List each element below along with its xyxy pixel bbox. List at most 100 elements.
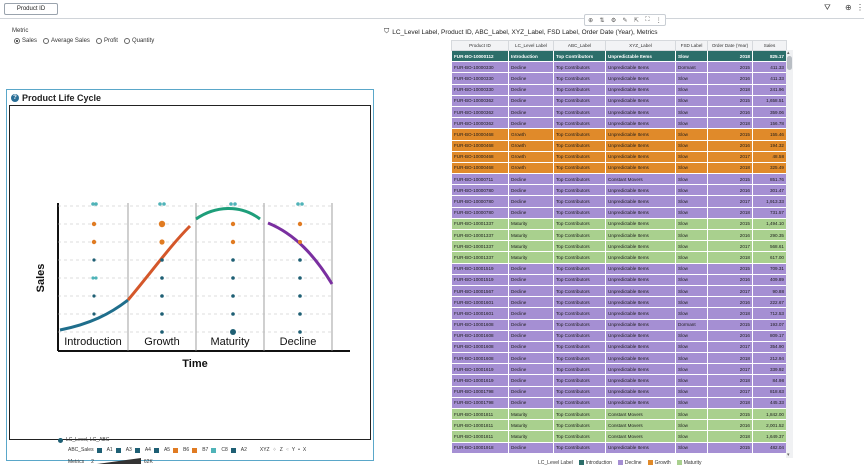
table-row[interactable]: FUR-BO-10001811 Maturity Top Contributors C… bbox=[451, 419, 787, 432]
globe-icon[interactable]: ⊕ bbox=[845, 3, 852, 12]
more-icon[interactable]: ⋮ bbox=[856, 3, 864, 12]
table-row[interactable]: FUR-BO-10001337 Maturity Top Contributors U… bbox=[451, 228, 787, 242]
column-header[interactable]: FSD Label bbox=[675, 40, 708, 51]
table-row[interactable]: FUR-BO-10000468 Growth Top Contributors Unp… bbox=[451, 161, 787, 175]
globe-icon[interactable]: ⊕ bbox=[588, 17, 594, 24]
table-cell: Unpredictable Items bbox=[605, 128, 676, 141]
legend-swatch-icon bbox=[153, 447, 159, 453]
table-cell: 2015 bbox=[707, 318, 753, 331]
column-header[interactable]: ABC_Label bbox=[553, 40, 606, 51]
table-row[interactable]: FUR-BO-10001608 Decline Top Contributors Un… bbox=[451, 340, 787, 354]
table-cell: FUR-BO-10001608 bbox=[451, 329, 509, 342]
table-row[interactable]: FUR-BO-10001567 Decline Top Contributors Un… bbox=[451, 284, 787, 298]
table-row[interactable]: FUR-BO-10001798 Decline Top Contributors Un… bbox=[451, 385, 787, 398]
table-cell: FUR-BO-10001918 bbox=[451, 441, 509, 454]
more-icon[interactable]: ⋮ bbox=[655, 17, 662, 24]
table-cell: 1,494.10 bbox=[752, 217, 787, 231]
table-row[interactable]: FUR-BO-10000468 Growth Top Contributors Unp… bbox=[451, 150, 787, 163]
column-header[interactable]: Product ID bbox=[451, 40, 509, 51]
table-cell: Top Contributors bbox=[553, 72, 606, 85]
table-cell: 2018 bbox=[707, 83, 753, 96]
table-cell: 2018 bbox=[707, 430, 753, 443]
sort-icon[interactable]: ⇅ bbox=[599, 17, 605, 24]
legend-swatch-icon bbox=[578, 460, 584, 466]
table-scrollbar[interactable]: ▴ ▾ bbox=[786, 50, 793, 458]
table-cell: Slow bbox=[675, 150, 708, 163]
table-row[interactable]: FUR-BO-10001608 Decline Top Contributors Un… bbox=[451, 352, 787, 365]
table-row[interactable]: FUR-BO-10001337 Maturity Top Contributors U… bbox=[451, 217, 787, 231]
table-cell: Slow bbox=[675, 296, 708, 309]
column-header[interactable]: Order Date (Year) bbox=[707, 40, 753, 51]
table-row[interactable]: FUR-BO-10000362 Decline Top Contributors Un… bbox=[451, 117, 787, 130]
scroll-thumb[interactable] bbox=[787, 56, 792, 70]
column-header[interactable]: LC_Level Label bbox=[508, 40, 554, 51]
scroll-down-icon[interactable]: ▾ bbox=[787, 452, 790, 458]
table-row[interactable]: FUR-BO-10001608 Decline Top Contributors Un… bbox=[451, 318, 787, 331]
edit-icon[interactable]: ✎ bbox=[622, 17, 628, 24]
table-cell: Slow bbox=[675, 352, 708, 365]
table-cell: 825.17 bbox=[752, 49, 787, 63]
info-icon[interactable]: ? bbox=[11, 94, 19, 102]
table-row[interactable]: FUR-BO-10000362 Decline Top Contributors Un… bbox=[451, 94, 787, 107]
settings-icon[interactable]: ⚙ bbox=[610, 17, 617, 24]
table-row[interactable]: FUR-BO-10001811 Maturity Top Contributors C… bbox=[451, 430, 787, 443]
table-cell: FUR-BO-10001337 bbox=[451, 240, 509, 253]
table-cell: Unpredictable Items bbox=[605, 217, 676, 231]
expand-icon[interactable]: ⛶ bbox=[645, 16, 650, 23]
table-row[interactable]: FUR-BO-10000780 Decline Top Contributors Un… bbox=[451, 184, 787, 197]
metric-option-quantity[interactable]: Quantity bbox=[123, 38, 154, 44]
table-cell: Unpredictable Items bbox=[605, 184, 676, 197]
radio-icon[interactable] bbox=[43, 38, 50, 44]
table-row[interactable]: FUR-BO-10000711 Decline Top Contributors Co… bbox=[451, 173, 787, 186]
table-cell: Unpredictable Items bbox=[605, 228, 676, 242]
data-table: Product ID LC_Level Label ABC_Label XYZ_… bbox=[451, 40, 787, 454]
table-row[interactable]: FUR-BO-10001811 Maturity Top Contributors C… bbox=[451, 407, 787, 421]
radio-selected-icon[interactable] bbox=[14, 38, 20, 44]
table-row[interactable]: FUR-BO-10001519 Decline Top Contributors Un… bbox=[451, 262, 787, 275]
radio-icon[interactable] bbox=[123, 38, 130, 44]
table-row[interactable]: FUR-BO-10001619 Decline Top Contributors Un… bbox=[451, 374, 787, 387]
metric-option-profit[interactable]: Profit bbox=[95, 38, 118, 44]
table-cell: FUR-BO-10001519 bbox=[451, 273, 509, 286]
metric-option-sales[interactable]: Sales bbox=[14, 38, 37, 44]
table-cell: Top Contributors bbox=[553, 385, 606, 398]
table-row[interactable]: FUR-BO-10001918 Decline Top Contributors Un… bbox=[451, 441, 787, 454]
table-row[interactable]: FUR-BO-10000330 Decline Top Contributors Un… bbox=[451, 83, 787, 96]
table-row[interactable]: FUR-BO-10001798 Decline Top Contributors Un… bbox=[451, 396, 787, 410]
filter-clear-icon[interactable]: ⛛ bbox=[824, 3, 831, 12]
table-row[interactable]: FUR-BO-10000362 Decline Top Contributors Un… bbox=[451, 105, 787, 119]
table-cell: FUR-BO-10000362 bbox=[451, 94, 509, 107]
metric-option-average-sales[interactable]: Average Sales bbox=[43, 38, 90, 44]
table-cell: Unpredictable Items bbox=[605, 340, 676, 354]
table-cell: Slow bbox=[675, 195, 708, 208]
table-row[interactable]: FUR-BO-10001519 Decline Top Contributors Un… bbox=[451, 273, 787, 286]
product-id-filter-button[interactable]: Product ID bbox=[4, 3, 58, 15]
table-row[interactable]: FUR-BO-10001337 Maturity Top Contributors U… bbox=[451, 251, 787, 264]
table-row[interactable]: FUR-BO-10000468 Growth Top Contributors Unp… bbox=[451, 128, 787, 141]
table-row[interactable]: FUR-BO-10001337 Maturity Top Contributors U… bbox=[451, 240, 787, 253]
table-row[interactable]: FUR-BO-10001601 Decline Top Contributors Un… bbox=[451, 307, 787, 320]
table-row[interactable]: FUR-BO-10000330 Decline Top Contributors Un… bbox=[451, 72, 787, 85]
table-cell: Decline bbox=[508, 396, 554, 410]
table-row[interactable]: FUR-BO-10000330 Decline Top Contributors Un… bbox=[451, 61, 787, 74]
table-cell: Top Contributors bbox=[553, 419, 606, 432]
radio-icon[interactable] bbox=[95, 38, 102, 44]
table-cell: Unpredictable Items bbox=[605, 385, 676, 398]
legend-abc-row: ABC_Sales A1 A3 A4 A5 B6 B7 C8 A2 XYZ ⁘ Z… bbox=[68, 447, 307, 453]
filter-icon[interactable]: ⛉ bbox=[384, 28, 390, 35]
table-row[interactable]: FUR-BO-10000112 Introduction Top Contribut… bbox=[451, 49, 787, 63]
table-cell: Top Contributors bbox=[553, 49, 606, 63]
table-row[interactable]: FUR-BO-10001619 Decline Top Contributors Un… bbox=[451, 363, 787, 376]
table-row[interactable]: FUR-BO-10001608 Decline Top Contributors Un… bbox=[451, 329, 787, 342]
column-header[interactable]: XYZ_Label bbox=[605, 40, 676, 51]
scroll-up-icon[interactable]: ▴ bbox=[787, 50, 790, 56]
export-icon[interactable]: ⇱ bbox=[633, 17, 639, 24]
table-row[interactable]: FUR-BO-10001601 Decline Top Contributors Un… bbox=[451, 296, 787, 309]
table-cell: FUR-BO-10001608 bbox=[451, 340, 509, 354]
table-cell: Decline bbox=[508, 363, 554, 376]
table-row[interactable]: FUR-BO-10000780 Decline Top Contributors Un… bbox=[451, 206, 787, 219]
table-row[interactable]: FUR-BO-10000780 Decline Top Contributors Un… bbox=[451, 195, 787, 208]
table-row[interactable]: FUR-BO-10000468 Growth Top Contributors Unp… bbox=[451, 139, 787, 152]
table-cell: 2016 bbox=[707, 329, 753, 342]
column-header[interactable]: Sales bbox=[752, 40, 787, 51]
